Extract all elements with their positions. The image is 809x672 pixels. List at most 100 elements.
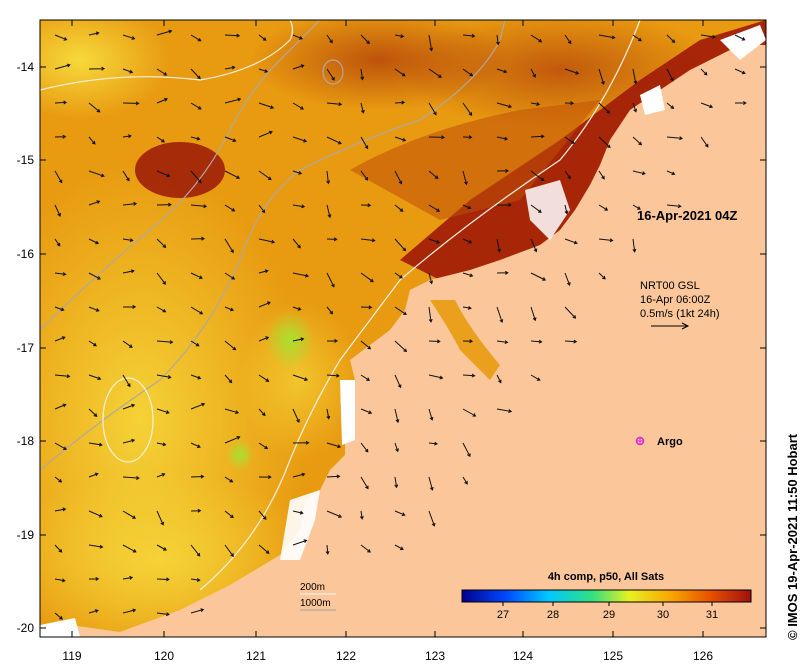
current-vector-icon <box>156 272 166 285</box>
current-vector-icon <box>496 34 500 46</box>
current-vector-icon <box>326 373 340 378</box>
current-vector-icon <box>88 374 102 381</box>
current-vector-icon <box>54 336 66 342</box>
current-vector-icon <box>156 170 171 178</box>
current-vector-icon <box>564 68 580 75</box>
current-vector-icon <box>190 544 201 557</box>
current-vector-icon <box>88 102 101 113</box>
current-vector-icon <box>190 508 202 513</box>
contour-label-200m: 200m <box>300 582 325 593</box>
current-vector-icon <box>156 473 166 478</box>
current-vector-icon <box>292 510 304 515</box>
y-tick-label: -16 <box>17 247 35 261</box>
current-vector-icon <box>54 578 66 583</box>
current-vector-icon <box>734 68 746 75</box>
current-vector-icon <box>530 102 541 106</box>
current-vector-icon <box>326 408 331 420</box>
current-vector-icon <box>88 442 103 447</box>
current-vector-icon <box>530 238 538 253</box>
land-area <box>40 20 766 637</box>
current-vector-icon <box>190 170 202 184</box>
current-vector-icon <box>190 204 208 209</box>
y-tick-label: -17 <box>17 341 35 355</box>
current-vector-icon <box>666 68 674 82</box>
current-vector-icon <box>598 136 611 149</box>
current-vector-icon <box>224 340 237 351</box>
current-vector-icon <box>462 204 472 210</box>
y-tick-label: -15 <box>17 153 35 167</box>
current-vector-icon <box>462 135 473 140</box>
current-vector-icon <box>360 408 373 415</box>
current-vector-icon <box>156 306 167 313</box>
current-vector-icon <box>156 612 170 617</box>
current-vector-icon <box>632 34 642 42</box>
current-vector-icon <box>122 608 137 614</box>
current-vector-icon <box>530 339 543 344</box>
current-vector-icon <box>156 577 170 582</box>
current-vector-icon <box>122 238 134 243</box>
current-vector-icon <box>224 436 241 444</box>
current-vector-icon <box>530 272 547 281</box>
current-vector-icon <box>428 408 434 421</box>
current-vector-icon <box>54 100 68 105</box>
current-vector-icon <box>700 34 716 39</box>
current-vector-icon <box>224 238 234 254</box>
current-vector-icon <box>394 272 403 279</box>
current-vector-icon <box>258 170 272 181</box>
current-vector-icon <box>666 170 676 176</box>
current-vector-icon <box>292 272 310 278</box>
current-vector-icon <box>292 204 306 209</box>
current-vector-icon <box>292 440 310 445</box>
current-vector-icon <box>190 578 201 582</box>
y-tick-label: -19 <box>17 528 35 542</box>
current-vector-icon <box>54 204 61 217</box>
current-vector-icon <box>224 97 242 104</box>
current-vector-icon <box>598 170 605 180</box>
current-vector-icon <box>224 374 233 384</box>
current-vector-icon <box>88 136 96 145</box>
current-vector-icon <box>122 34 136 40</box>
current-vector-icon <box>462 33 476 38</box>
current-vector-icon <box>88 238 100 245</box>
current-vector-icon <box>122 101 140 106</box>
current-vector-icon <box>428 170 439 180</box>
current-vector-icon <box>258 408 266 417</box>
current-vector-icon <box>292 34 303 40</box>
current-vector-icon <box>54 544 63 553</box>
current-vector-icon <box>292 539 308 546</box>
current-vector-icon <box>258 544 270 554</box>
current-vector-icon <box>428 510 436 527</box>
current-vector-icon <box>462 170 468 186</box>
current-vector-icon <box>156 408 170 414</box>
current-vector-icon <box>598 34 616 40</box>
current-vector-icon <box>496 168 509 173</box>
current-vector-icon <box>700 136 709 148</box>
current-vector-icon <box>258 475 272 480</box>
current-vector-icon <box>292 337 305 342</box>
current-vector-icon <box>394 204 404 212</box>
current-vector-icon <box>190 442 201 448</box>
current-vector-icon <box>156 238 167 248</box>
colorbar-tick-label: 27 <box>497 609 509 621</box>
colorbar-tick-label: 29 <box>603 609 615 621</box>
current-vector-icon <box>326 204 332 219</box>
current-vector-icon <box>326 34 333 44</box>
current-vector-icon <box>122 134 132 139</box>
current-vector-icon <box>88 170 105 178</box>
current-vector-icon <box>428 34 434 52</box>
current-vector-icon <box>564 101 575 106</box>
current-vector-icon <box>700 102 714 109</box>
current-vector-icon <box>224 65 236 70</box>
current-scale-label: 0.5m/s (1kt 24h) <box>640 308 719 320</box>
current-vector-icon <box>530 170 545 182</box>
x-tick-label: 121 <box>246 649 266 663</box>
current-vector-icon <box>598 272 606 280</box>
current-vector-icon <box>122 510 137 519</box>
current-vector-icon <box>190 272 203 279</box>
y-tick-label: -20 <box>17 621 35 635</box>
current-vector-icon <box>360 34 370 45</box>
current-vector-icon <box>530 374 541 381</box>
current-vector-icon <box>496 408 513 413</box>
current-vector-icon <box>462 442 471 458</box>
current-vector-icon <box>734 34 746 41</box>
